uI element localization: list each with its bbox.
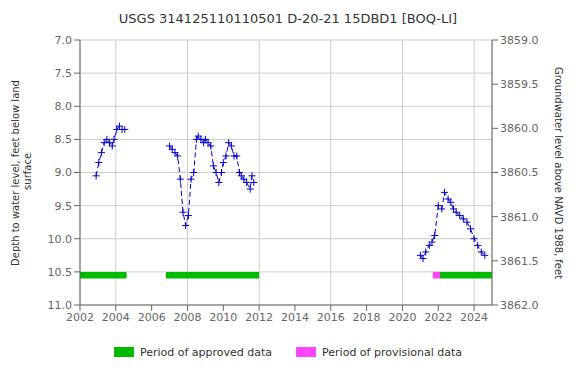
svg-text:10.5: 10.5 — [48, 266, 73, 279]
svg-text:8.5: 8.5 — [55, 133, 73, 146]
svg-text:2014: 2014 — [281, 311, 309, 324]
svg-text:2024: 2024 — [460, 311, 488, 324]
svg-text:3859.0: 3859.0 — [500, 34, 539, 47]
svg-text:8.0: 8.0 — [55, 100, 73, 113]
html-text:Groundwater level above NAVD 1: Groundwater level above NAVD 1988, feet — [553, 66, 564, 279]
svg-text:3861.5: 3861.5 — [500, 255, 539, 268]
svg-text:3862.0: 3862.0 — [500, 299, 539, 312]
svg-text:9.5: 9.5 — [55, 200, 73, 213]
svg-text:3861.0: 3861.0 — [500, 211, 539, 224]
svg-text:7.5: 7.5 — [55, 67, 73, 80]
svg-text:10.0: 10.0 — [48, 233, 73, 246]
svg-text:2008: 2008 — [173, 311, 201, 324]
svg-text:2022: 2022 — [424, 311, 452, 324]
svg-text:2006: 2006 — [138, 311, 166, 324]
svg-text:2004: 2004 — [102, 311, 130, 324]
html-text:Depth to water level, feet bel: Depth to water level, feet below land su… — [10, 79, 33, 266]
svg-text:9.0: 9.0 — [55, 166, 73, 179]
svg-text:2010: 2010 — [209, 311, 237, 324]
svg-text:2018: 2018 — [353, 311, 381, 324]
svg-text:7.0: 7.0 — [55, 34, 73, 47]
svg-text:2002: 2002 — [66, 311, 94, 324]
svg-text:3859.5: 3859.5 — [500, 78, 539, 91]
svg-text:11.0: 11.0 — [48, 299, 73, 312]
svg-text:3860.0: 3860.0 — [500, 122, 539, 135]
html-text:Period of approved data: Period of approved data — [139, 345, 273, 359]
svg-text:3860.5: 3860.5 — [500, 166, 539, 179]
svg-text:2020: 2020 — [388, 311, 416, 324]
html-text:Period of provisional data: Period of provisional data — [322, 345, 463, 359]
svg-text:2012: 2012 — [245, 311, 273, 324]
svg-text:2016: 2016 — [317, 311, 345, 324]
html-text:USGS 314125110110501 D-20-21 1: USGS 314125110110501 D-20-21 15DBD1 [BOQ… — [118, 11, 458, 26]
